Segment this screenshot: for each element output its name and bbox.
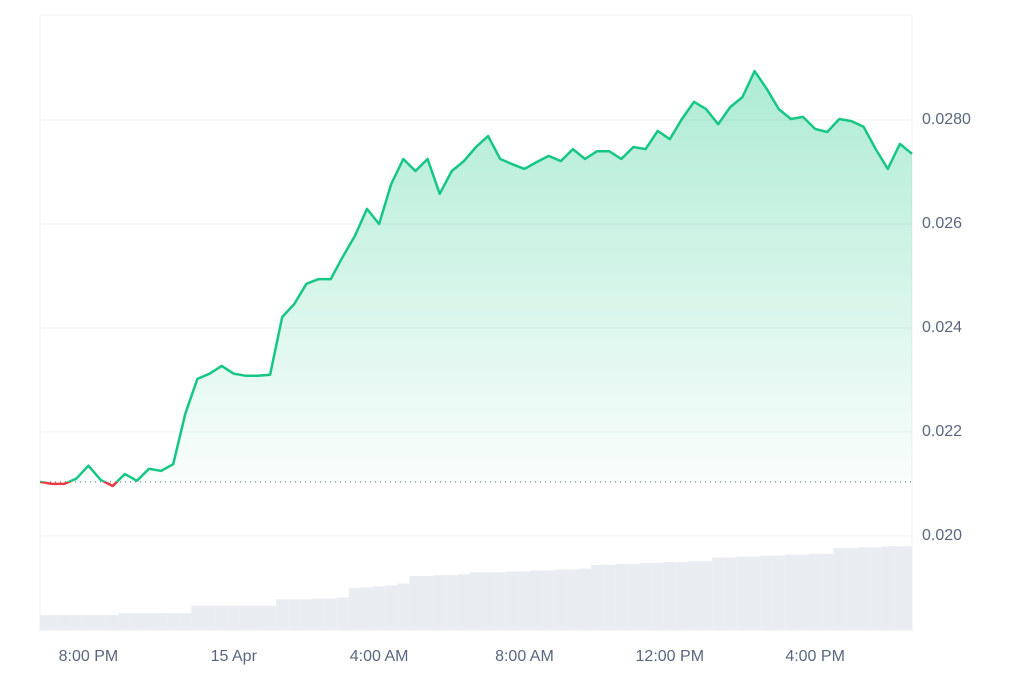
x-tick-label: 12:00 PM (636, 648, 704, 665)
volume-bar (348, 588, 361, 630)
volume-bar (288, 599, 301, 630)
volume-bar (82, 615, 95, 630)
volume-bar (373, 586, 386, 630)
volume-bar (142, 613, 156, 630)
volume-bar (167, 613, 180, 630)
volume-bar (772, 555, 785, 630)
volume-bar (700, 561, 713, 630)
y-tick-label: 0.0280 (922, 111, 971, 128)
volume-bar (300, 599, 313, 630)
volume-bar (687, 561, 701, 630)
y-tick-label: 0.022 (922, 423, 962, 440)
volume-bar (46, 615, 59, 630)
volume-bar (155, 613, 168, 630)
volume-bar (215, 605, 228, 630)
volume-bar (651, 563, 664, 630)
volume-bar (445, 575, 458, 630)
volume-bar (591, 564, 604, 630)
volume-bar (736, 556, 749, 630)
y-tick-label: 0.024 (922, 319, 962, 336)
volume-bar (409, 576, 422, 630)
volume-bar (469, 572, 483, 630)
volume-bar (530, 570, 543, 630)
volume-bar (482, 572, 495, 630)
x-tick-label: 4:00 PM (785, 648, 845, 665)
volume-bar (821, 553, 834, 630)
volume-bar (506, 571, 519, 630)
volume-bar (276, 599, 289, 630)
volume-bar (251, 605, 265, 630)
volume-bar (118, 613, 131, 630)
volume-bar (724, 557, 737, 630)
volume-bar (494, 572, 507, 630)
volume-bar (336, 597, 349, 630)
volume-bar (518, 571, 531, 630)
volume-bar (857, 547, 870, 630)
volume-bar (239, 605, 252, 630)
volume-bar (760, 555, 773, 630)
volume-bar (748, 556, 761, 630)
volume-bar (809, 553, 822, 630)
volume-bar (191, 605, 204, 630)
volume-bar (712, 557, 725, 630)
volume-bar (397, 583, 410, 630)
volume-bar (130, 613, 143, 630)
volume-bar (264, 605, 277, 630)
volume-bar (106, 615, 119, 630)
volume-bar (784, 554, 797, 630)
volume-bar (833, 548, 846, 630)
y-tick-label: 0.026 (922, 215, 962, 232)
volume-bar (566, 569, 579, 630)
volume-bar (312, 598, 325, 630)
volume-bar (227, 605, 240, 630)
volume-bar (603, 564, 616, 630)
volume-bar (70, 615, 83, 630)
volume-bar (421, 576, 434, 630)
x-tick-label: 15 Apr (211, 648, 258, 665)
volume-bar (179, 613, 192, 630)
volume-bar (893, 546, 906, 630)
volume-bar (40, 615, 47, 630)
volume-bar (94, 615, 107, 630)
volume-bar (360, 587, 374, 630)
volume-bar (324, 598, 337, 630)
volume-bar (578, 568, 592, 630)
volume-bar (615, 563, 628, 630)
volume-bar (542, 570, 555, 630)
volume-bar (845, 548, 858, 630)
volume-bar (675, 562, 688, 630)
volume-bar (627, 563, 640, 630)
volume-bar (433, 575, 446, 630)
volume-bar (663, 562, 676, 630)
volume-bar (58, 615, 71, 630)
volume-bar (869, 547, 882, 630)
x-tick-label: 8:00 PM (59, 648, 119, 665)
volume-bar (639, 563, 652, 630)
x-tick-label: 8:00 AM (495, 648, 554, 665)
y-tick-label: 0.020 (922, 527, 962, 544)
volume-bar (905, 546, 912, 630)
volume-bar (796, 554, 810, 630)
volume-bar (881, 546, 894, 630)
volume-bar (457, 574, 470, 630)
volume-bar (385, 585, 398, 630)
x-tick-label: 4:00 AM (350, 648, 409, 665)
price-line-up (39, 69, 913, 482)
volume-bar (554, 569, 567, 630)
volume-bar (203, 605, 216, 630)
price-area (40, 71, 912, 482)
